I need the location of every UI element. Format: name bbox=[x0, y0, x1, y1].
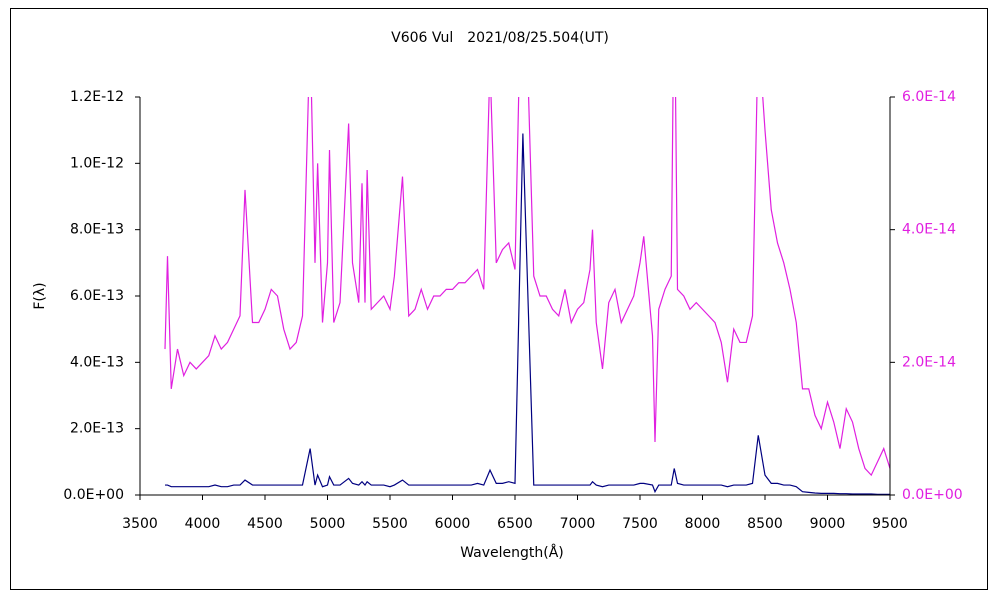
spectrum-line bbox=[165, 133, 890, 495]
x-tick-label: 8500 bbox=[747, 516, 783, 532]
x-tick-label: 7500 bbox=[622, 516, 658, 532]
y2-tick-label: 2.0E-14 bbox=[902, 354, 956, 370]
y-tick-label: 4.0E-13 bbox=[70, 354, 124, 370]
spectrum-line bbox=[164, 97, 890, 477]
x-tick-label: 6000 bbox=[435, 516, 471, 532]
y-tick-label: 6.0E-13 bbox=[70, 288, 124, 304]
x-tick-label: 4000 bbox=[185, 516, 221, 532]
y-tick-label: 1.0E-12 bbox=[70, 155, 124, 171]
y-tick-label: 0.0E+00 bbox=[63, 487, 124, 503]
y-tick-label: 1.2E-12 bbox=[70, 89, 124, 105]
x-tick-label: 7000 bbox=[560, 516, 596, 532]
x-tick-label: 3500 bbox=[122, 516, 158, 532]
y-tick-label: 2.0E-13 bbox=[70, 421, 124, 437]
x-tick-label: 9500 bbox=[872, 516, 908, 532]
x-tick-label: 5000 bbox=[310, 516, 346, 532]
y2-tick-label: 0.0E+00 bbox=[902, 487, 963, 503]
y-axis-label: F(λ) bbox=[32, 282, 48, 309]
y2-tick-label: 6.0E-14 bbox=[902, 89, 956, 105]
y2-tick-label: 4.0E-14 bbox=[902, 222, 956, 238]
x-tick-label: 5500 bbox=[372, 516, 408, 532]
x-tick-label: 4500 bbox=[247, 516, 283, 532]
chart-title: V606 Vul 2021/08/25.504(UT) bbox=[391, 30, 609, 46]
x-axis-label: Wavelength(Å) bbox=[460, 544, 564, 561]
chart-frame bbox=[10, 8, 988, 590]
x-tick-label: 8000 bbox=[685, 516, 721, 532]
x-tick-label: 6500 bbox=[497, 516, 533, 532]
plot-area bbox=[164, 97, 890, 495]
x-tick-label: 9000 bbox=[810, 516, 846, 532]
y-tick-label: 8.0E-13 bbox=[70, 222, 124, 238]
